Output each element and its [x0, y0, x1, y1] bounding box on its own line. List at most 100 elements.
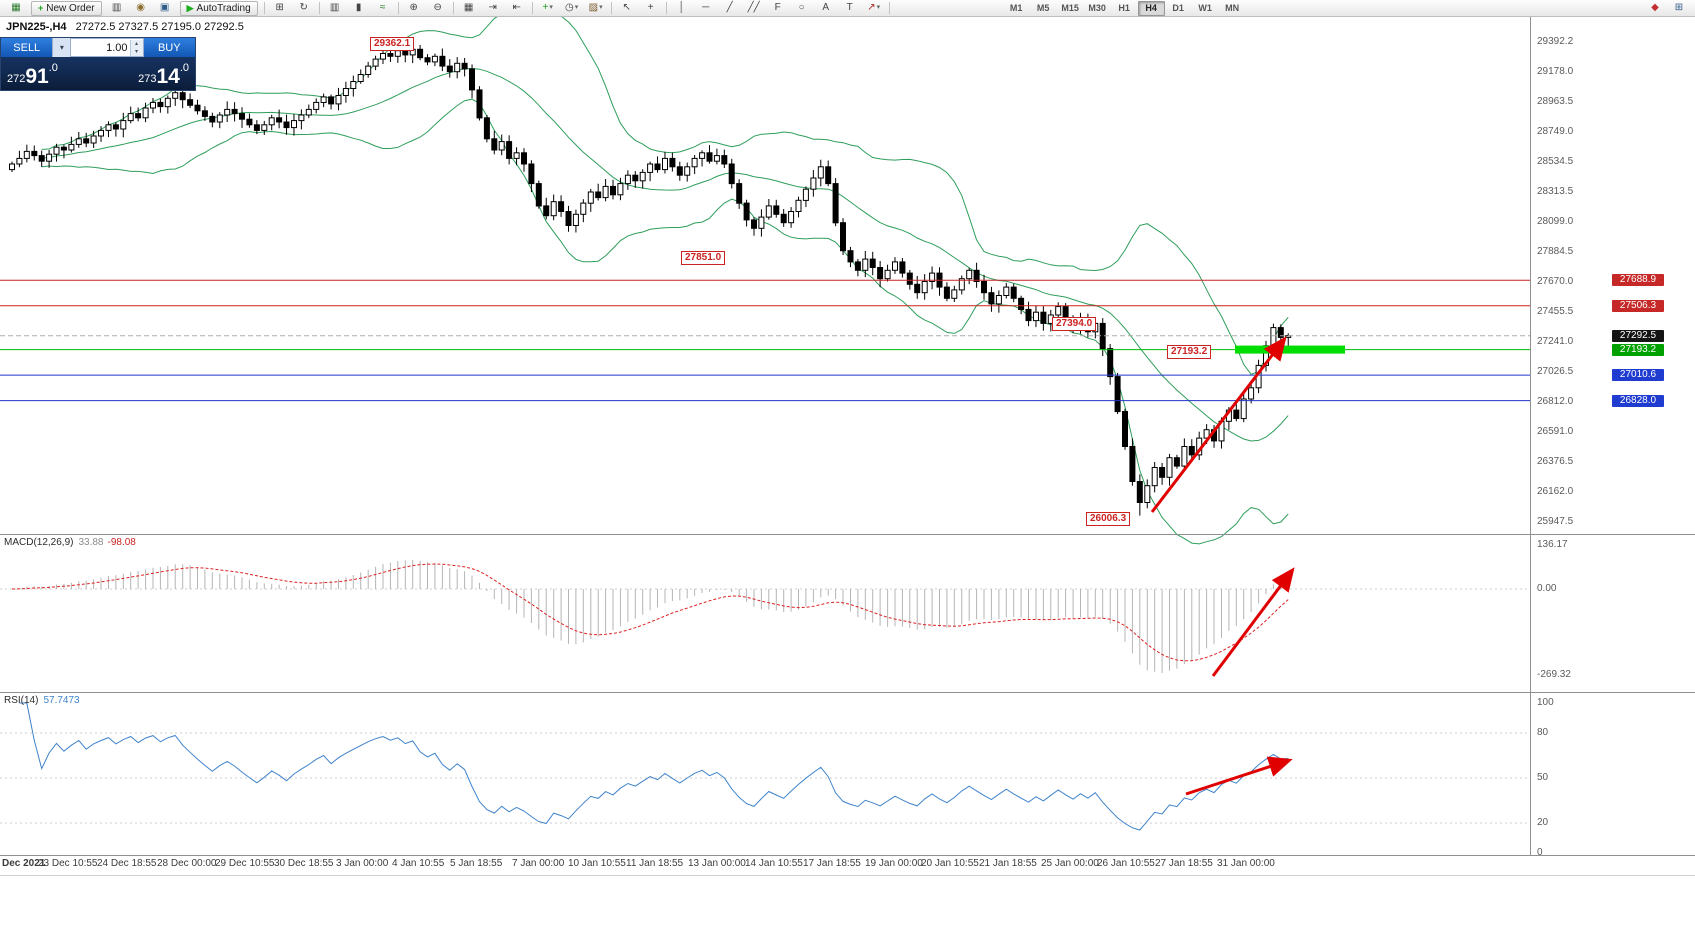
- time-axis-label: Dec 2021: [2, 858, 46, 869]
- new-window-icon[interactable]: ⊞: [269, 0, 291, 16]
- price-callout-label[interactable]: 29362.1: [370, 37, 415, 51]
- timeframe-m1-button[interactable]: M1: [1009, 3, 1023, 13]
- time-axis-label: 27 Jan 18:55: [1155, 858, 1213, 869]
- navigator-icon[interactable]: ◉: [130, 0, 152, 16]
- timeframe-m15-button[interactable]: M15: [1061, 3, 1079, 13]
- text-label-icon: T: [846, 2, 853, 13]
- macd-axis-label: -269.32: [1537, 669, 1571, 680]
- zoom-out-icon[interactable]: ⊖: [427, 0, 449, 16]
- fibonacci-icon[interactable]: F: [767, 0, 789, 16]
- timeframe-w1-button[interactable]: W1: [1198, 3, 1212, 13]
- chart-shift-icon[interactable]: ⇤: [506, 0, 528, 16]
- new-order-button[interactable]: + New Order: [31, 0, 102, 16]
- rsi-axis-label: 80: [1537, 727, 1549, 738]
- timeframe-d1-button[interactable]: D1: [1172, 3, 1184, 13]
- price-axis-label: 29178.0: [1537, 66, 1574, 77]
- timeframe-mn-button[interactable]: MN: [1225, 3, 1240, 13]
- chevron-down-icon: ▾: [574, 4, 579, 11]
- chevron-down-icon: ▾: [59, 43, 64, 52]
- new-window-icon: ⊞: [275, 2, 284, 13]
- macd-label-row: MACD(12,26,9) 33.88 -98.08: [4, 537, 136, 548]
- fullscreen-icon: ⊞: [1674, 2, 1684, 13]
- time-axis-label: 10 Jan 10:55: [568, 858, 626, 869]
- candlestick-chart-icon[interactable]: ▮: [348, 0, 370, 16]
- price-axis-border: [1530, 17, 1531, 855]
- trendline-icon[interactable]: ╱: [719, 0, 741, 16]
- periods-icon[interactable]: ◷ ▾: [561, 0, 583, 16]
- chart-shift-icon: ⇤: [512, 2, 521, 13]
- rsi-axis-label: 100: [1537, 697, 1554, 708]
- timeframe-m30-button[interactable]: M30: [1088, 3, 1106, 13]
- time-axis-separator: [0, 855, 1695, 856]
- arrows-icon[interactable]: ↗ ▾: [863, 0, 885, 16]
- auto-scroll-icon[interactable]: ⇥: [482, 0, 504, 16]
- buy-price[interactable]: 273 14.0: [138, 62, 189, 88]
- timeframe-m5-button[interactable]: M5: [1036, 3, 1050, 13]
- price-callout-label[interactable]: 27851.0: [681, 251, 726, 265]
- volume-increase-button[interactable]: ▴: [130, 39, 143, 48]
- horizontal-lines[interactable]: [0, 279, 1530, 402]
- rsi-panel-separator[interactable]: [0, 692, 1695, 693]
- trend-arrows[interactable]: [1150, 336, 1295, 796]
- zoom-in-icon[interactable]: ⊕: [403, 0, 425, 16]
- cursor-icon[interactable]: ↖: [616, 0, 638, 16]
- volume-preset-dropdown[interactable]: ▾: [52, 38, 71, 57]
- sell-price[interactable]: 272 91.0: [7, 62, 58, 88]
- rsi-axis-label: 50: [1537, 772, 1549, 783]
- volume-decrease-button[interactable]: ▾: [130, 47, 143, 56]
- rsi-name: RSI(14): [4, 695, 39, 706]
- crosshair-icon[interactable]: +: [640, 0, 662, 16]
- macd-panel-separator[interactable]: [0, 534, 1695, 535]
- timeframe-h4-button[interactable]: H4: [1137, 0, 1165, 16]
- time-axis-label: 20 Jan 10:55: [921, 858, 979, 869]
- terminal-icon: ▣: [159, 2, 170, 13]
- autotrading-button[interactable]: ▶ AutoTrading: [179, 0, 258, 16]
- bottom-border: [0, 875, 1695, 876]
- ellipse-icon[interactable]: ○: [791, 0, 813, 16]
- horizontal-line-icon[interactable]: ─: [695, 0, 717, 16]
- time-axis-label: 3 Jan 00:00: [336, 858, 389, 869]
- chevron-down-icon: ▾: [549, 4, 553, 11]
- price-axis-label: 28963.5: [1537, 96, 1574, 107]
- toolbar-separator: [610, 2, 612, 14]
- toolbar-separator: [452, 2, 454, 14]
- macd-plot: [0, 560, 1530, 673]
- toolbar-separator: [531, 2, 533, 14]
- time-axis-label: 30 Dec 18:55: [274, 858, 334, 869]
- price-callout-label[interactable]: 27394.0: [1052, 317, 1097, 331]
- toolbar-separator: [263, 2, 265, 14]
- timeframe-h1-button[interactable]: H1: [1118, 3, 1130, 13]
- volume-input[interactable]: 1.00 ▴ ▾: [70, 38, 144, 57]
- rsi-value: 57.7473: [43, 695, 80, 706]
- indicators-icon[interactable]: + ▾: [537, 0, 559, 16]
- equidistant-channel-icon[interactable]: ╱╱: [743, 0, 765, 16]
- market-watch-icon[interactable]: ▥: [106, 0, 128, 16]
- buy-button[interactable]: BUY: [143, 38, 196, 57]
- price-axis-label: 28749.0: [1537, 126, 1574, 137]
- green-level-bar[interactable]: [1235, 345, 1345, 354]
- periods-icon: ◷: [565, 2, 574, 13]
- tile-windows-icon[interactable]: ▦: [458, 0, 480, 16]
- new-chart-icon[interactable]: ▦: [5, 0, 27, 16]
- refresh-icon[interactable]: ↻: [293, 0, 315, 16]
- templates-icon[interactable]: ▨ ▾: [585, 0, 607, 16]
- macd-axis-label: 136.17: [1537, 539, 1568, 550]
- text-icon[interactable]: A: [815, 0, 837, 16]
- line-chart-icon[interactable]: ≈: [372, 0, 394, 16]
- price-callout-label[interactable]: 27193.2: [1167, 345, 1212, 359]
- time-axis-label: 19 Jan 00:00: [865, 858, 923, 869]
- sell-button[interactable]: SELL: [1, 38, 53, 57]
- vertical-line-icon[interactable]: │: [671, 0, 693, 16]
- candlestick-chart-icon: ▮: [355, 2, 362, 13]
- price-axis-label: 25947.5: [1537, 516, 1574, 527]
- time-axis-label: 4 Jan 10:55: [392, 858, 445, 869]
- terminal-icon[interactable]: ▣: [154, 0, 176, 16]
- price-callout-label[interactable]: 26006.3: [1086, 512, 1131, 526]
- horizontal-line-icon: ─: [702, 2, 710, 13]
- community-icon[interactable]: ◆: [1644, 0, 1666, 16]
- time-axis-label: 31 Jan 00:00: [1217, 858, 1275, 869]
- text-label-icon[interactable]: T: [839, 0, 861, 16]
- fullscreen-icon[interactable]: ⊞: [1668, 0, 1690, 16]
- bar-chart-icon[interactable]: ▥: [324, 0, 346, 16]
